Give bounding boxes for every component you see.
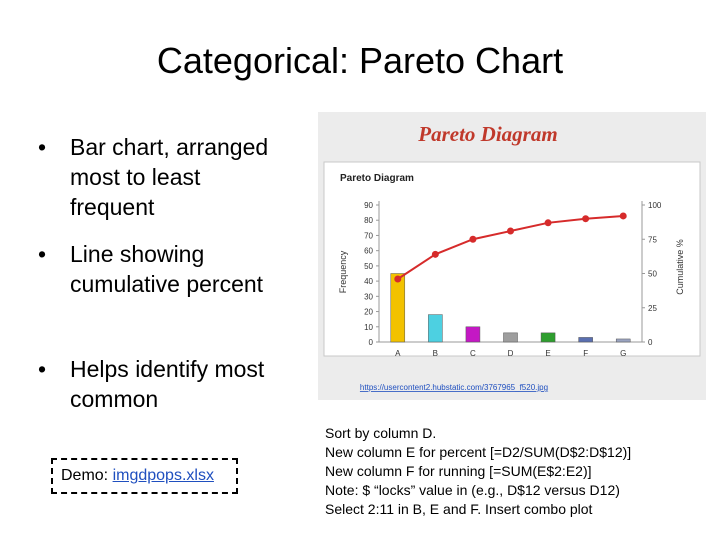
note-line: Select 2:11 in B, E and F. Insert combo … xyxy=(325,501,593,517)
bar xyxy=(578,337,593,343)
cumulative-point xyxy=(582,215,590,223)
chart-banner: Pareto Diagram xyxy=(417,122,557,146)
y-tick-label: 40 xyxy=(364,277,373,286)
slide-title: Categorical: Pareto Chart xyxy=(156,40,564,81)
bullet-line: Line showing xyxy=(70,241,205,267)
y-tick-label: 30 xyxy=(364,292,373,301)
demo-label: Demo: xyxy=(61,467,113,484)
cumulative-point xyxy=(394,275,402,283)
y2-tick-label: 50 xyxy=(648,270,657,279)
bullet-line: Bar chart, arranged xyxy=(70,134,269,160)
bullet-dot: • xyxy=(38,241,47,267)
x-tick-label: C xyxy=(470,349,476,358)
bullet-item: • Helps identify most common xyxy=(34,354,304,414)
cumulative-point xyxy=(544,219,552,227)
chart-title: Pareto Diagram xyxy=(340,173,414,184)
x-tick-label: A xyxy=(395,349,401,358)
y2-tick-label: 0 xyxy=(648,338,653,347)
y-tick-label: 20 xyxy=(364,308,373,317)
bar xyxy=(428,314,443,343)
cumulative-point xyxy=(431,250,439,258)
y-axis-label: Frequency xyxy=(338,250,348,293)
note-line: Note: $ “locks” value in (e.g., D$12 ver… xyxy=(325,482,620,498)
pareto-figure: Pareto Diagram Pareto Diagram Frequency … xyxy=(318,112,706,400)
plot-area: 0 10 20 30 40 50 60 70 80 90 0 25 50 75 100 A B C D E F G xyxy=(364,201,662,358)
y2-tick-label: 75 xyxy=(648,235,657,244)
bullet-line: cumulative percent xyxy=(70,271,264,297)
cumulative-point xyxy=(469,235,477,243)
y2-tick-label: 100 xyxy=(648,201,662,210)
bullet-dot: • xyxy=(38,134,47,160)
bar xyxy=(465,326,481,343)
y-tick-label: 90 xyxy=(364,201,373,210)
image-source-url[interactable]: https://usercontent2.hubstatic.com/37679… xyxy=(360,383,548,392)
bullet-line: common xyxy=(70,386,159,412)
x-tick-label: F xyxy=(583,349,588,358)
bar xyxy=(503,332,518,343)
note-line: New column E for percent [=D2/SUM(D$2:D$… xyxy=(325,444,632,460)
bar xyxy=(540,332,556,343)
instruction-notes: Sort by column D. New column E for perce… xyxy=(325,424,715,519)
bar xyxy=(615,338,631,343)
demo-file-link[interactable]: imgdpops.xlsx xyxy=(112,467,214,484)
cumulative-point xyxy=(507,227,514,235)
y2-axis-label: Cumulative % xyxy=(675,239,685,295)
note-line: Sort by column D. xyxy=(325,425,437,441)
x-tick-label: G xyxy=(620,349,626,358)
x-tick-label: D xyxy=(508,349,514,358)
bullet-item: • Bar chart, arranged most to least freq… xyxy=(34,132,304,222)
x-tick-label: E xyxy=(545,349,550,358)
bar xyxy=(390,273,406,343)
y-tick-label: 0 xyxy=(369,338,374,347)
demo-box: Demo: imgdpops.xlsx xyxy=(51,458,238,494)
y2-tick-label: 25 xyxy=(648,304,657,313)
y-tick-label: 80 xyxy=(364,216,373,225)
bullet-line: frequent xyxy=(70,194,155,220)
bullet-line: most to least xyxy=(70,164,201,190)
bullet-line: Helps identify most xyxy=(70,356,265,382)
y-tick-label: 70 xyxy=(364,231,373,240)
y-tick-label: 60 xyxy=(364,247,373,256)
cumulative-point xyxy=(619,212,627,220)
note-line: New column F for running [=SUM(E$2:E2)] xyxy=(325,463,592,479)
y-tick-label: 50 xyxy=(364,262,373,271)
y-tick-label: 10 xyxy=(364,323,373,332)
chart-panel xyxy=(323,161,701,357)
x-tick-label: B xyxy=(433,349,438,358)
pareto-chart: Pareto Diagram Pareto Diagram Frequency … xyxy=(323,122,701,392)
bullet-item: • Line showing cumulative percent xyxy=(34,239,304,299)
bullet-dot: • xyxy=(38,356,47,382)
